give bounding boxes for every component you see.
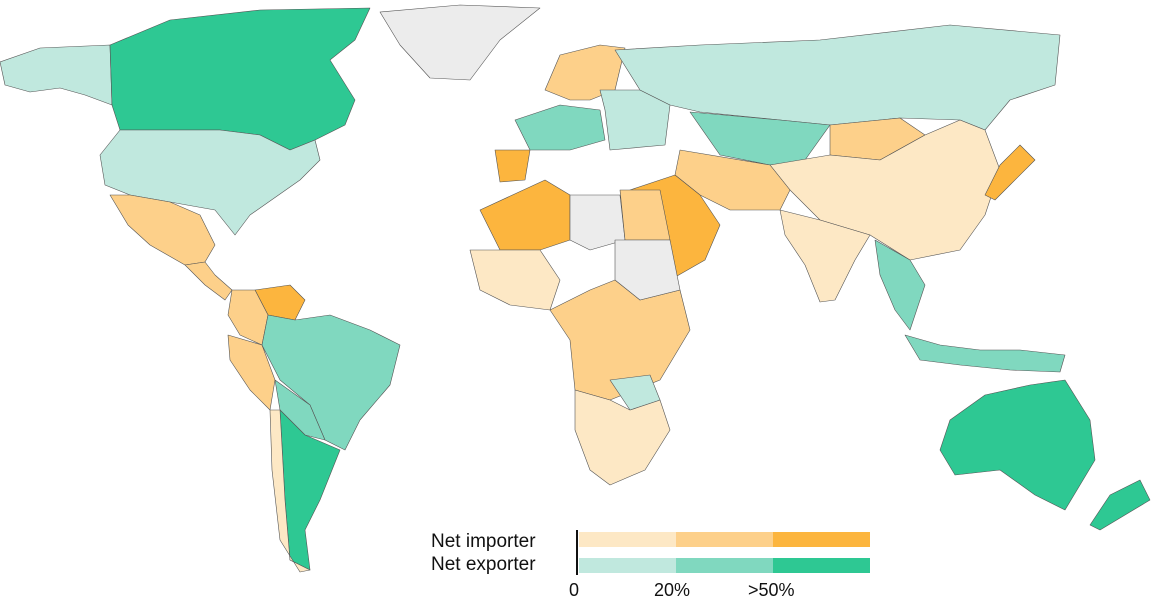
country-greenland <box>379 4 541 81</box>
country-sudan <box>614 239 681 301</box>
country-alaska <box>0 44 113 106</box>
legend-exporter-bin-0 <box>579 558 676 573</box>
country-libya <box>569 194 626 251</box>
legend-importer-bin-1 <box>676 532 773 547</box>
legend-tick-50: >50% <box>748 580 795 600</box>
legend-importer-bin-0 <box>579 532 676 547</box>
country-central-africa <box>549 279 691 401</box>
legend-tick-20: 20% <box>654 580 691 600</box>
country-chile <box>269 409 311 573</box>
country-brazil <box>261 314 401 451</box>
country-southeast-asia <box>874 239 926 331</box>
country-usa <box>99 129 321 236</box>
country-algeria <box>479 179 571 251</box>
country-india <box>779 209 871 303</box>
legend-exporter-bin-1 <box>676 558 773 573</box>
country-iberia <box>494 149 531 183</box>
country-scandinavia <box>544 44 626 101</box>
country-japan <box>984 144 1036 201</box>
country-western-europe <box>514 104 606 151</box>
legend-tick-0: 0 <box>569 580 580 600</box>
country-west-africa <box>469 249 561 311</box>
country-australia <box>939 379 1096 511</box>
legend-axis <box>576 530 578 575</box>
country-southern-africa <box>574 389 671 486</box>
country-zambia <box>609 374 661 411</box>
country-russia <box>614 24 1061 131</box>
country-central-america <box>184 261 233 301</box>
country-mexico <box>109 194 216 266</box>
country-canada <box>109 7 371 151</box>
legend-exporter-label: Net exporter <box>431 554 536 575</box>
legend-exporter-bin-2 <box>773 558 870 573</box>
country-new-zealand <box>1089 479 1151 531</box>
legend-importer-bin-2 <box>773 532 870 547</box>
country-bolivia-paraguay <box>274 379 326 441</box>
country-indonesia <box>904 334 1066 373</box>
legend-importer-label: Net importer <box>431 531 536 552</box>
